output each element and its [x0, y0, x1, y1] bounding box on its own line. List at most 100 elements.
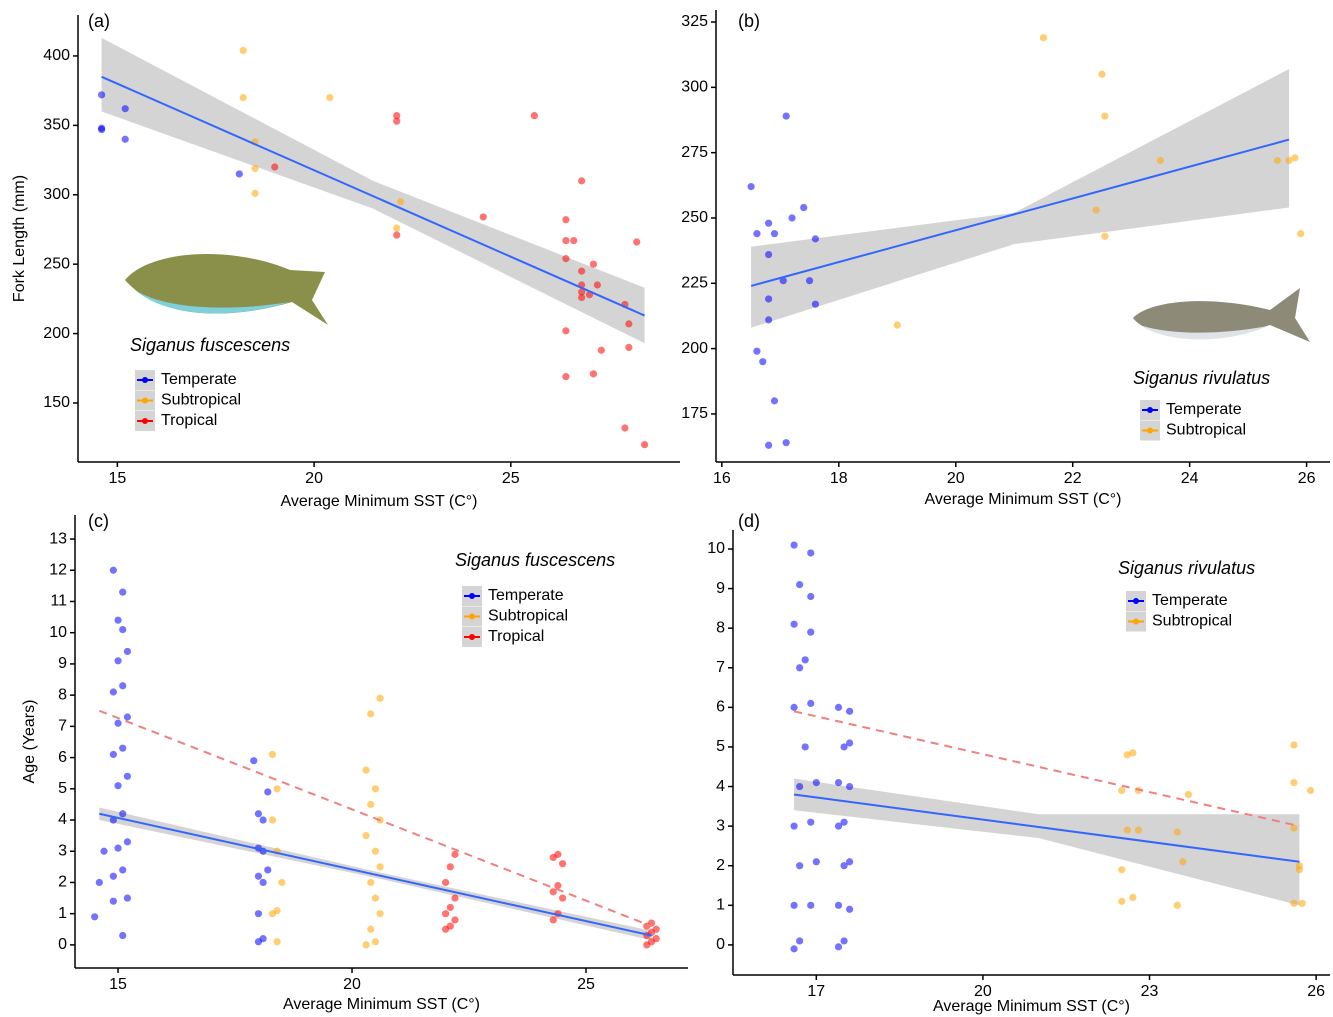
y-tick-label: 400 [43, 47, 70, 64]
data-point [1290, 778, 1298, 787]
data-point [578, 267, 586, 275]
x-tick-label: 17 [807, 983, 825, 1000]
data-point [109, 688, 117, 696]
y-tick-label: 9 [58, 655, 67, 672]
data-point [652, 925, 660, 933]
data-point [578, 288, 586, 296]
x-tick-label: 18 [830, 470, 848, 487]
data-point [812, 858, 820, 866]
x-axis-label: Average Minimum SST (C°) [925, 491, 1122, 508]
x-tick-label: 15 [109, 976, 127, 993]
fish-body [1133, 288, 1310, 342]
data-point [790, 620, 798, 628]
data-point [123, 647, 132, 656]
data-point [1173, 901, 1181, 909]
data-point [114, 616, 122, 624]
y-tick-label: 7 [716, 659, 725, 676]
legend-label: Temperate [1166, 401, 1242, 418]
data-point [119, 866, 127, 874]
data-point [393, 224, 401, 232]
data-point [840, 862, 848, 870]
legend-label: Temperate [161, 371, 237, 388]
y-tick-label: 0 [58, 936, 67, 953]
y-tick-label: 11 [50, 593, 67, 610]
data-point [549, 916, 557, 924]
data-point [1092, 206, 1100, 214]
data-point [640, 441, 649, 449]
data-point [119, 588, 127, 596]
data-point [371, 938, 380, 946]
y-tick-label: 250 [43, 255, 70, 272]
data-point [250, 757, 258, 765]
panel-label: (d) [738, 511, 760, 531]
data-point [442, 910, 450, 918]
fish-body [125, 253, 328, 325]
data-point [621, 424, 629, 432]
data-point [562, 236, 570, 245]
data-point [593, 281, 601, 289]
data-point [788, 214, 796, 222]
data-point [549, 888, 557, 896]
data-point [807, 699, 815, 708]
y-tick-label: 200 [43, 325, 70, 342]
panel-label: (a) [88, 11, 110, 31]
data-point [254, 910, 263, 918]
y-tick-label: 1 [716, 897, 725, 914]
data-point [119, 810, 127, 818]
y-tick-label: 4 [58, 811, 67, 828]
data-point [770, 397, 779, 405]
legend-dot [469, 613, 475, 620]
data-point [376, 910, 384, 918]
data-point [95, 878, 103, 887]
data-point [765, 441, 773, 449]
legend-dot [469, 593, 475, 599]
data-point [893, 321, 901, 329]
data-point [264, 866, 272, 874]
legend-label: Temperate [1152, 592, 1228, 609]
data-point [367, 925, 375, 933]
x-tick-label: 15 [108, 470, 126, 487]
data-point [367, 800, 375, 809]
legend-label: Subtropical [1166, 422, 1246, 439]
species-name: Siganus rivulatus [1118, 558, 1255, 578]
y-axis-label: Fork Length (mm) [11, 175, 28, 302]
y-tick-label: 10 [49, 624, 67, 641]
x-tick-label: 23 [1141, 983, 1159, 1000]
data-point [782, 439, 790, 447]
data-point [530, 112, 539, 120]
y-tick-label: 3 [716, 817, 725, 834]
data-point [1039, 34, 1048, 42]
data-point [393, 117, 401, 125]
data-point [123, 894, 132, 902]
y-tick-label: 7 [58, 718, 67, 735]
y-tick-label: 12 [49, 561, 67, 578]
y-tick-label: 175 [681, 405, 708, 422]
y-tick-label: 9 [716, 580, 725, 597]
x-tick-label: 26 [1298, 470, 1316, 487]
y-tick-label: 2 [58, 874, 67, 891]
data-point [371, 847, 380, 855]
fit-line [99, 812, 652, 937]
data-point [589, 370, 598, 378]
data-point [273, 938, 281, 946]
fit-line [750, 138, 1290, 287]
x-axis-label: Average Minimum SST (C°) [933, 998, 1130, 1015]
legend-label: Subtropical [1152, 613, 1232, 630]
data-point [796, 937, 804, 945]
data-point [801, 743, 809, 751]
data-point [446, 903, 454, 912]
data-point [259, 816, 267, 824]
data-point [1118, 786, 1126, 795]
data-point [98, 91, 106, 99]
data-point [597, 346, 605, 354]
data-point [834, 822, 843, 830]
x-tick-label: 20 [974, 983, 992, 1000]
data-point [796, 862, 804, 870]
data-point [807, 628, 815, 636]
data-point [625, 343, 633, 352]
data-point [811, 235, 820, 243]
data-point [796, 782, 804, 791]
y-tick-label: 5 [58, 780, 67, 797]
data-point [570, 236, 578, 245]
